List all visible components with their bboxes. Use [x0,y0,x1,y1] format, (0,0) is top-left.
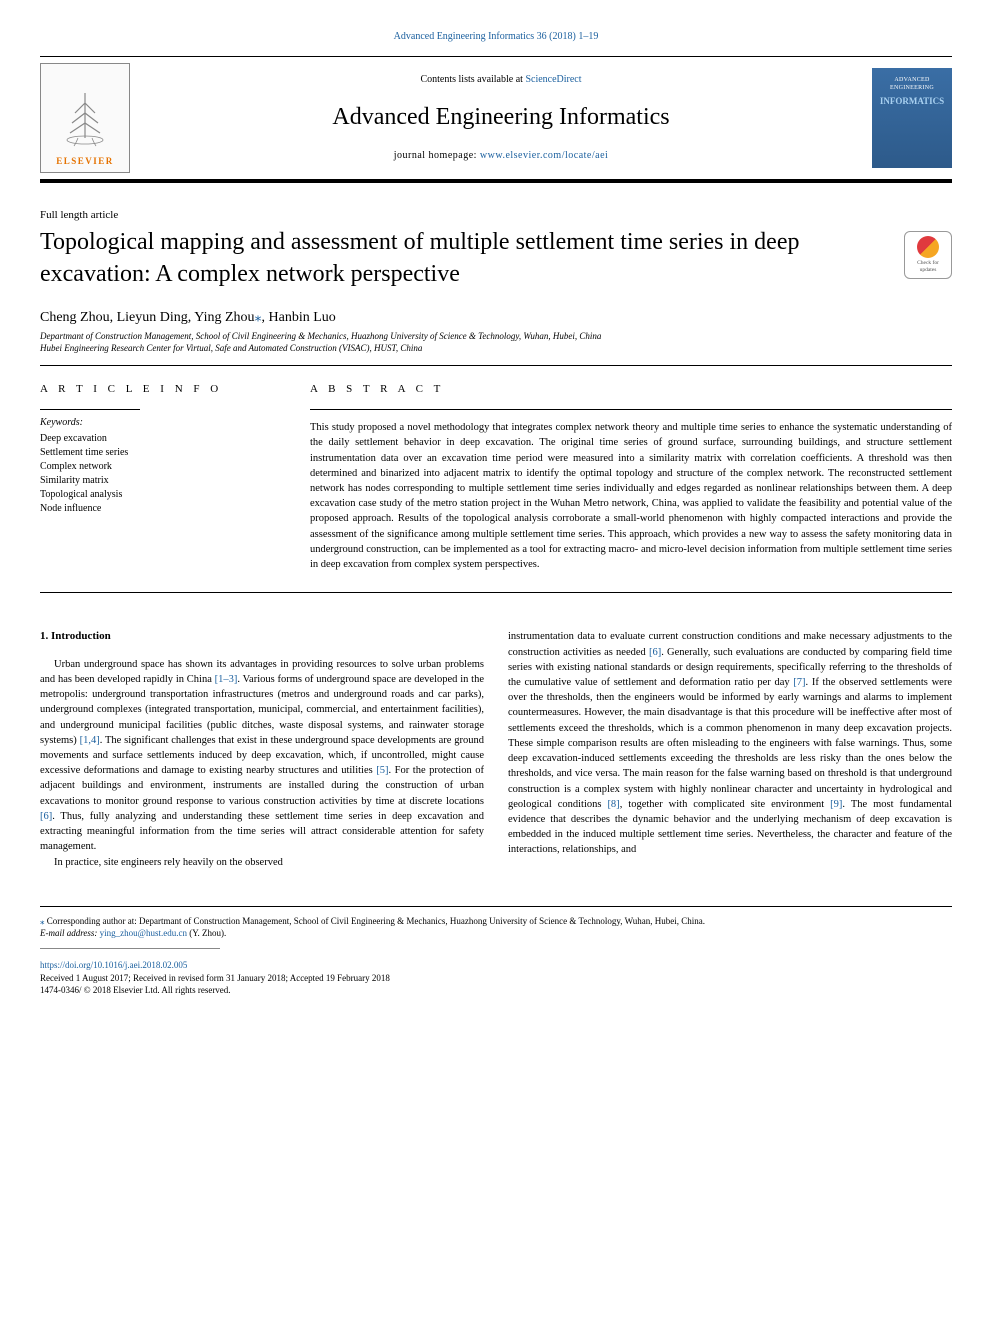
ref-link[interactable]: [9] [830,799,842,810]
journal-header: ELSEVIER Contents lists available at Sci… [40,56,952,183]
keywords-list: Deep excavation Settlement time series C… [40,432,280,516]
abstract: A B S T R A C T This study proposed a no… [310,382,952,573]
abstract-heading: A B S T R A C T [310,382,952,397]
received-line: Received 1 August 2017; Received in revi… [40,972,952,985]
intro-para-2: In practice, site engineers rely heavily… [40,855,484,870]
journal-cover[interactable]: ADVANCED ENGINEERING INFORMATICS [872,68,952,168]
keyword: Complex network [40,460,280,474]
keyword: Settlement time series [40,446,280,460]
footer: ⁎ Corresponding author at: Departmant of… [40,906,952,997]
homepage-link[interactable]: www.elsevier.com/locate/aei [480,150,608,161]
abstract-divider [310,409,952,410]
affiliations: Departmant of Construction Management, S… [40,331,952,354]
ref-link[interactable]: [8] [607,799,619,810]
email-link[interactable]: ying_zhou@hust.edu.cn [100,928,187,938]
keyword: Node influence [40,502,280,516]
intro-para-3: instrumentation data to evaluate current… [508,629,952,857]
header-center: Contents lists available at ScienceDirec… [140,73,862,163]
copyright-line: 1474-0346/ © 2018 Elsevier Ltd. All righ… [40,984,952,997]
keywords-label: Keywords: [40,416,280,430]
crossmark-text1: Check for [917,260,939,268]
section-heading: 1. Introduction [40,629,484,644]
authors: Cheng Zhou, Lieyun Ding, Ying Zhou⁎, Han… [40,308,952,328]
cover-main-text: INFORMATICS [880,95,944,108]
keyword: Deep excavation [40,432,280,446]
elsevier-tree-icon [60,88,110,153]
intro-para-1: Urban underground space has shown its ad… [40,657,484,855]
crossmark-badge[interactable]: Check for updates [904,231,952,279]
homepage-line: journal homepage: www.elsevier.com/locat… [140,149,862,163]
doi-link[interactable]: https://doi.org/10.1016/j.aei.2018.02.00… [40,959,952,972]
keyword: Topological analysis [40,488,280,502]
ref-link[interactable]: [7] [793,677,805,688]
abstract-text: This study proposed a novel methodology … [310,420,952,572]
keyword: Similarity matrix [40,474,280,488]
footer-divider [40,948,220,949]
body-columns: 1. Introduction Urban underground space … [40,629,952,869]
info-divider [40,409,140,410]
running-header-link[interactable]: Advanced Engineering Informatics 36 (201… [394,31,599,42]
elsevier-label: ELSEVIER [56,155,114,168]
left-column: 1. Introduction Urban underground space … [40,629,484,869]
crossmark-icon [917,236,939,258]
article-title: Topological mapping and assessment of mu… [40,227,892,289]
ref-link[interactable]: [1,4] [80,735,100,746]
crossmark-text2: updates [920,267,937,275]
affiliation-2: Hubei Engineering Research Center for Vi… [40,343,952,355]
email-line: E-mail address: ying_zhou@hust.edu.cn (Y… [40,927,952,940]
right-column: instrumentation data to evaluate current… [508,629,952,869]
cover-top-text: ADVANCED ENGINEERING [876,76,948,93]
article-type: Full length article [40,208,952,223]
affiliation-1: Departmant of Construction Management, S… [40,331,952,343]
ref-link[interactable]: [5] [376,765,388,776]
article-info: A R T I C L E I N F O Keywords: Deep exc… [40,382,280,573]
ref-link[interactable]: [6] [649,647,661,658]
corresponding-note: ⁎ Corresponding author at: Departmant of… [40,915,952,928]
info-heading: A R T I C L E I N F O [40,382,280,397]
sciencedirect-link[interactable]: ScienceDirect [525,74,581,85]
elsevier-logo[interactable]: ELSEVIER [40,63,130,173]
ref-link[interactable]: [6] [40,811,52,822]
running-header: Advanced Engineering Informatics 36 (201… [40,30,952,44]
contents-line: Contents lists available at ScienceDirec… [140,73,862,87]
ref-link[interactable]: [1–3] [215,674,238,685]
divider [40,365,952,366]
journal-title: Advanced Engineering Informatics [140,101,862,135]
corresponding-marker[interactable]: ⁎ [255,310,262,325]
